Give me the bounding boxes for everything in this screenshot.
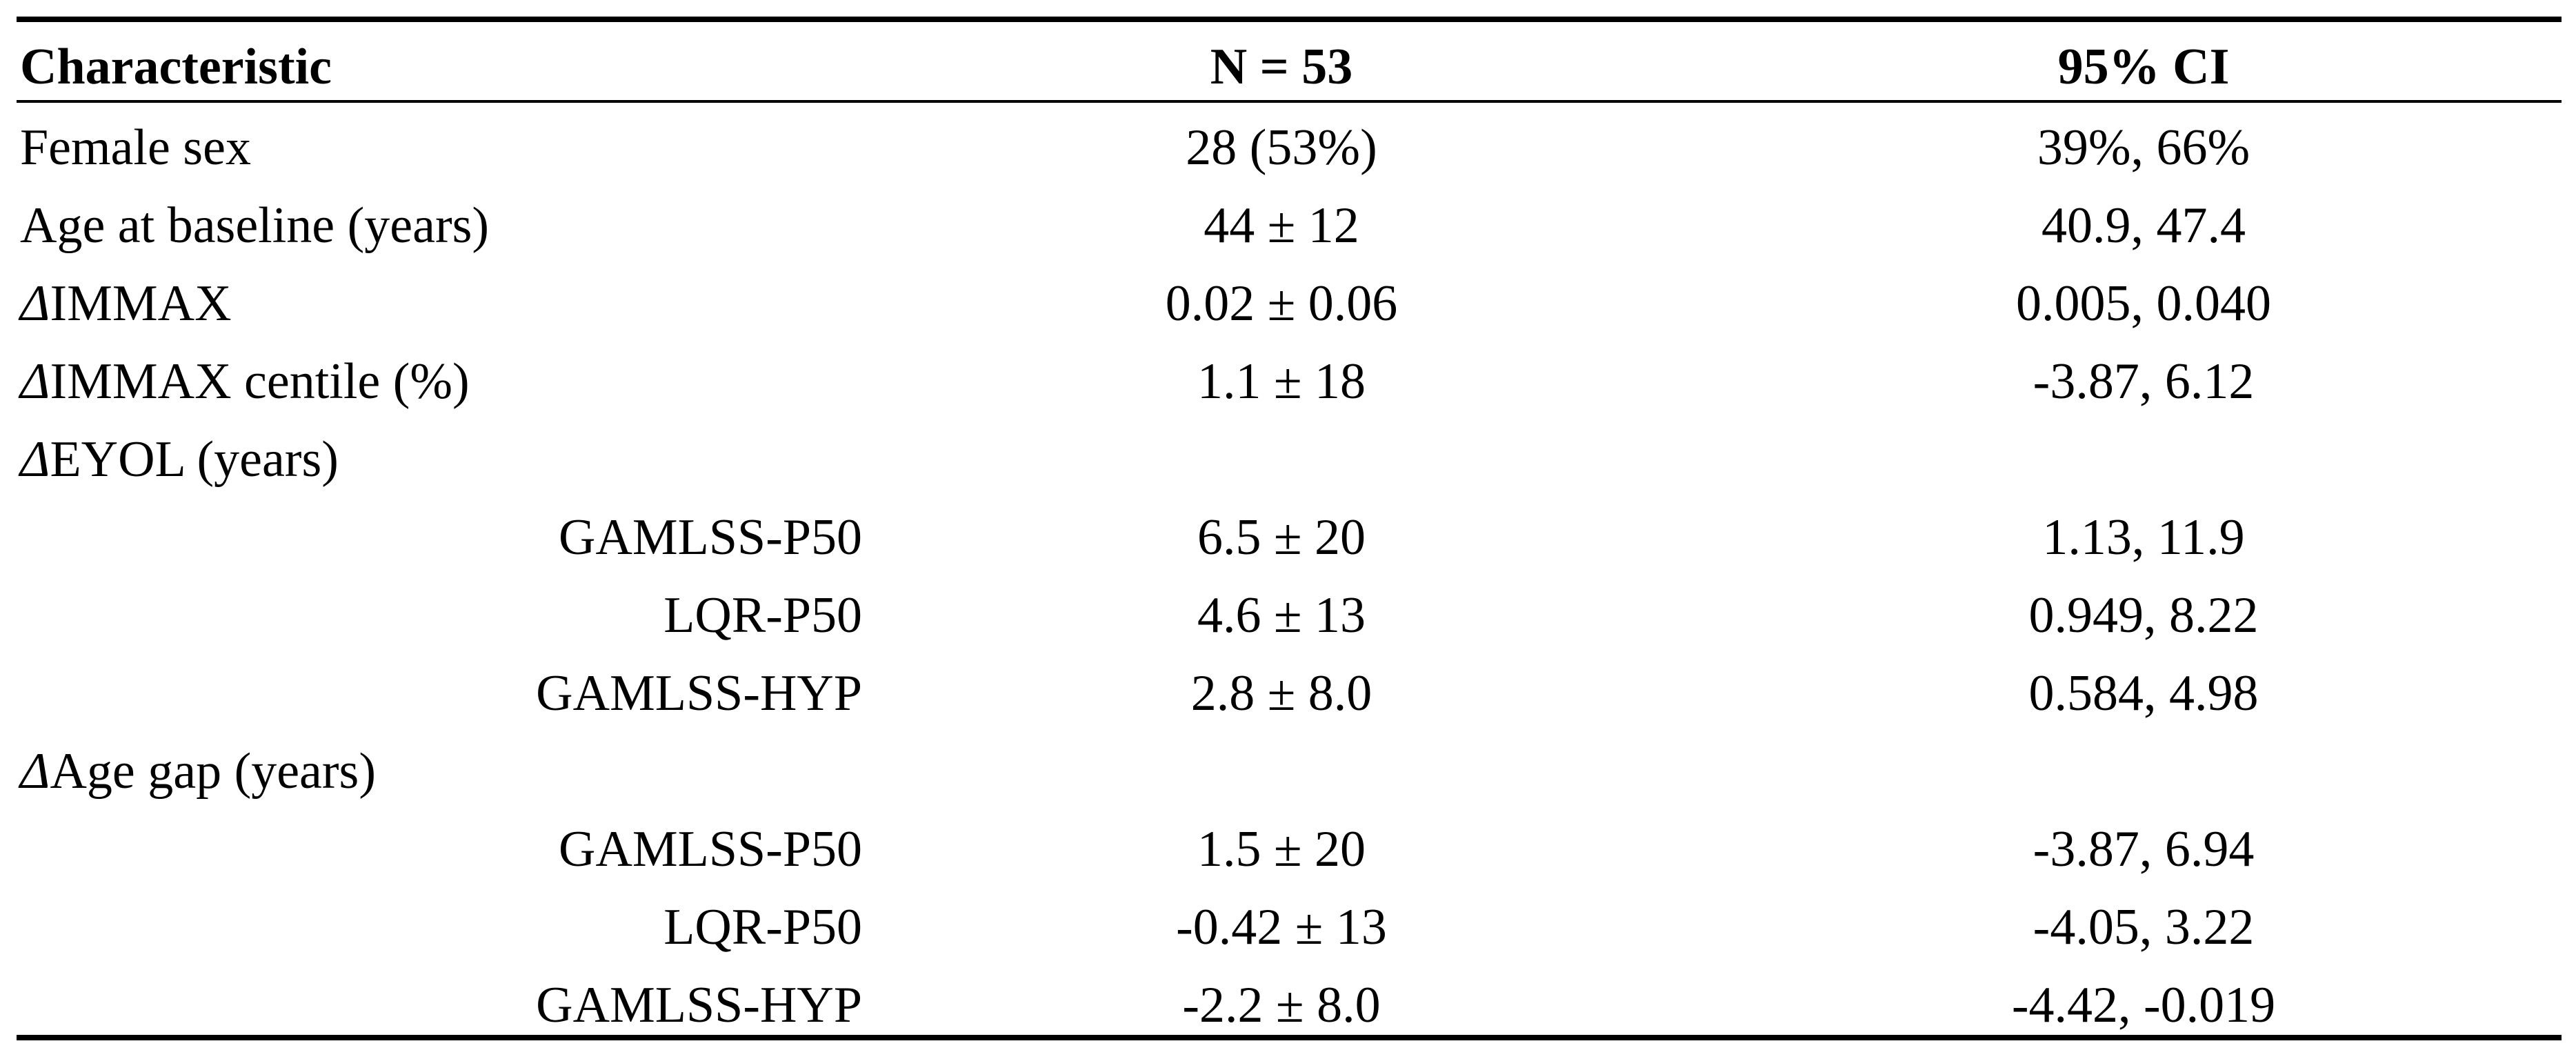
table-cell: 0.949, 8.22 <box>2028 587 2259 644</box>
table-cell: 6.5 ± 20 <box>1197 509 1366 566</box>
table-cell: -4.05, 3.22 <box>2033 899 2255 956</box>
table-cell: 1.1 ± 18 <box>1197 353 1366 410</box>
header-cell: 95% CI <box>2057 39 2230 95</box>
table-cell: LQR-P50 <box>663 587 862 644</box>
table-cell: ΔIMMAX centile (%) <box>20 353 470 410</box>
header-rule <box>17 100 2562 103</box>
table-cell: 2.8 ± 8.0 <box>1190 665 1372 722</box>
table-cell: GAMLSS-HYP <box>536 977 862 1033</box>
table-cell: 0.005, 0.040 <box>2016 275 2271 332</box>
table-cell: Female sex <box>20 119 251 176</box>
table-cell: ΔAge gap (years) <box>20 743 376 800</box>
table-cell: 1.13, 11.9 <box>2042 509 2245 566</box>
table-cell: 44 ± 12 <box>1204 197 1359 254</box>
table-cell: Age at baseline (years) <box>20 197 490 254</box>
table-cell: 0.584, 4.98 <box>2028 665 2259 722</box>
table-cell: GAMLSS-HYP <box>536 665 862 722</box>
table-cell: 4.6 ± 13 <box>1197 587 1366 644</box>
header-cell: Characteristic <box>20 39 332 95</box>
table-cell: ΔIMMAX <box>20 275 232 332</box>
table-cell: 39%, 66% <box>2037 119 2250 176</box>
table-cell: GAMLSS-P50 <box>559 509 862 566</box>
table-cell: -0.42 ± 13 <box>1176 899 1387 956</box>
table-cell: -4.42, -0.019 <box>2011 977 2276 1033</box>
table-cell: -3.87, 6.94 <box>2033 821 2255 878</box>
table-cell: 28 (53%) <box>1186 119 1377 176</box>
table-cell: -2.2 ± 8.0 <box>1182 977 1381 1033</box>
header-cell: N = 53 <box>1210 39 1353 95</box>
bottom-rule <box>17 1035 2562 1040</box>
table-cell: -3.87, 6.12 <box>2033 353 2255 410</box>
table-cell: LQR-P50 <box>663 899 862 956</box>
table-cell: GAMLSS-P50 <box>559 821 862 878</box>
top-rule <box>17 17 2562 22</box>
table-cell: 0.02 ± 0.06 <box>1165 275 1398 332</box>
table-cell: ΔEYOL (years) <box>20 431 339 488</box>
table-cell: 40.9, 47.4 <box>2041 197 2246 254</box>
table-cell: 1.5 ± 20 <box>1197 821 1366 878</box>
